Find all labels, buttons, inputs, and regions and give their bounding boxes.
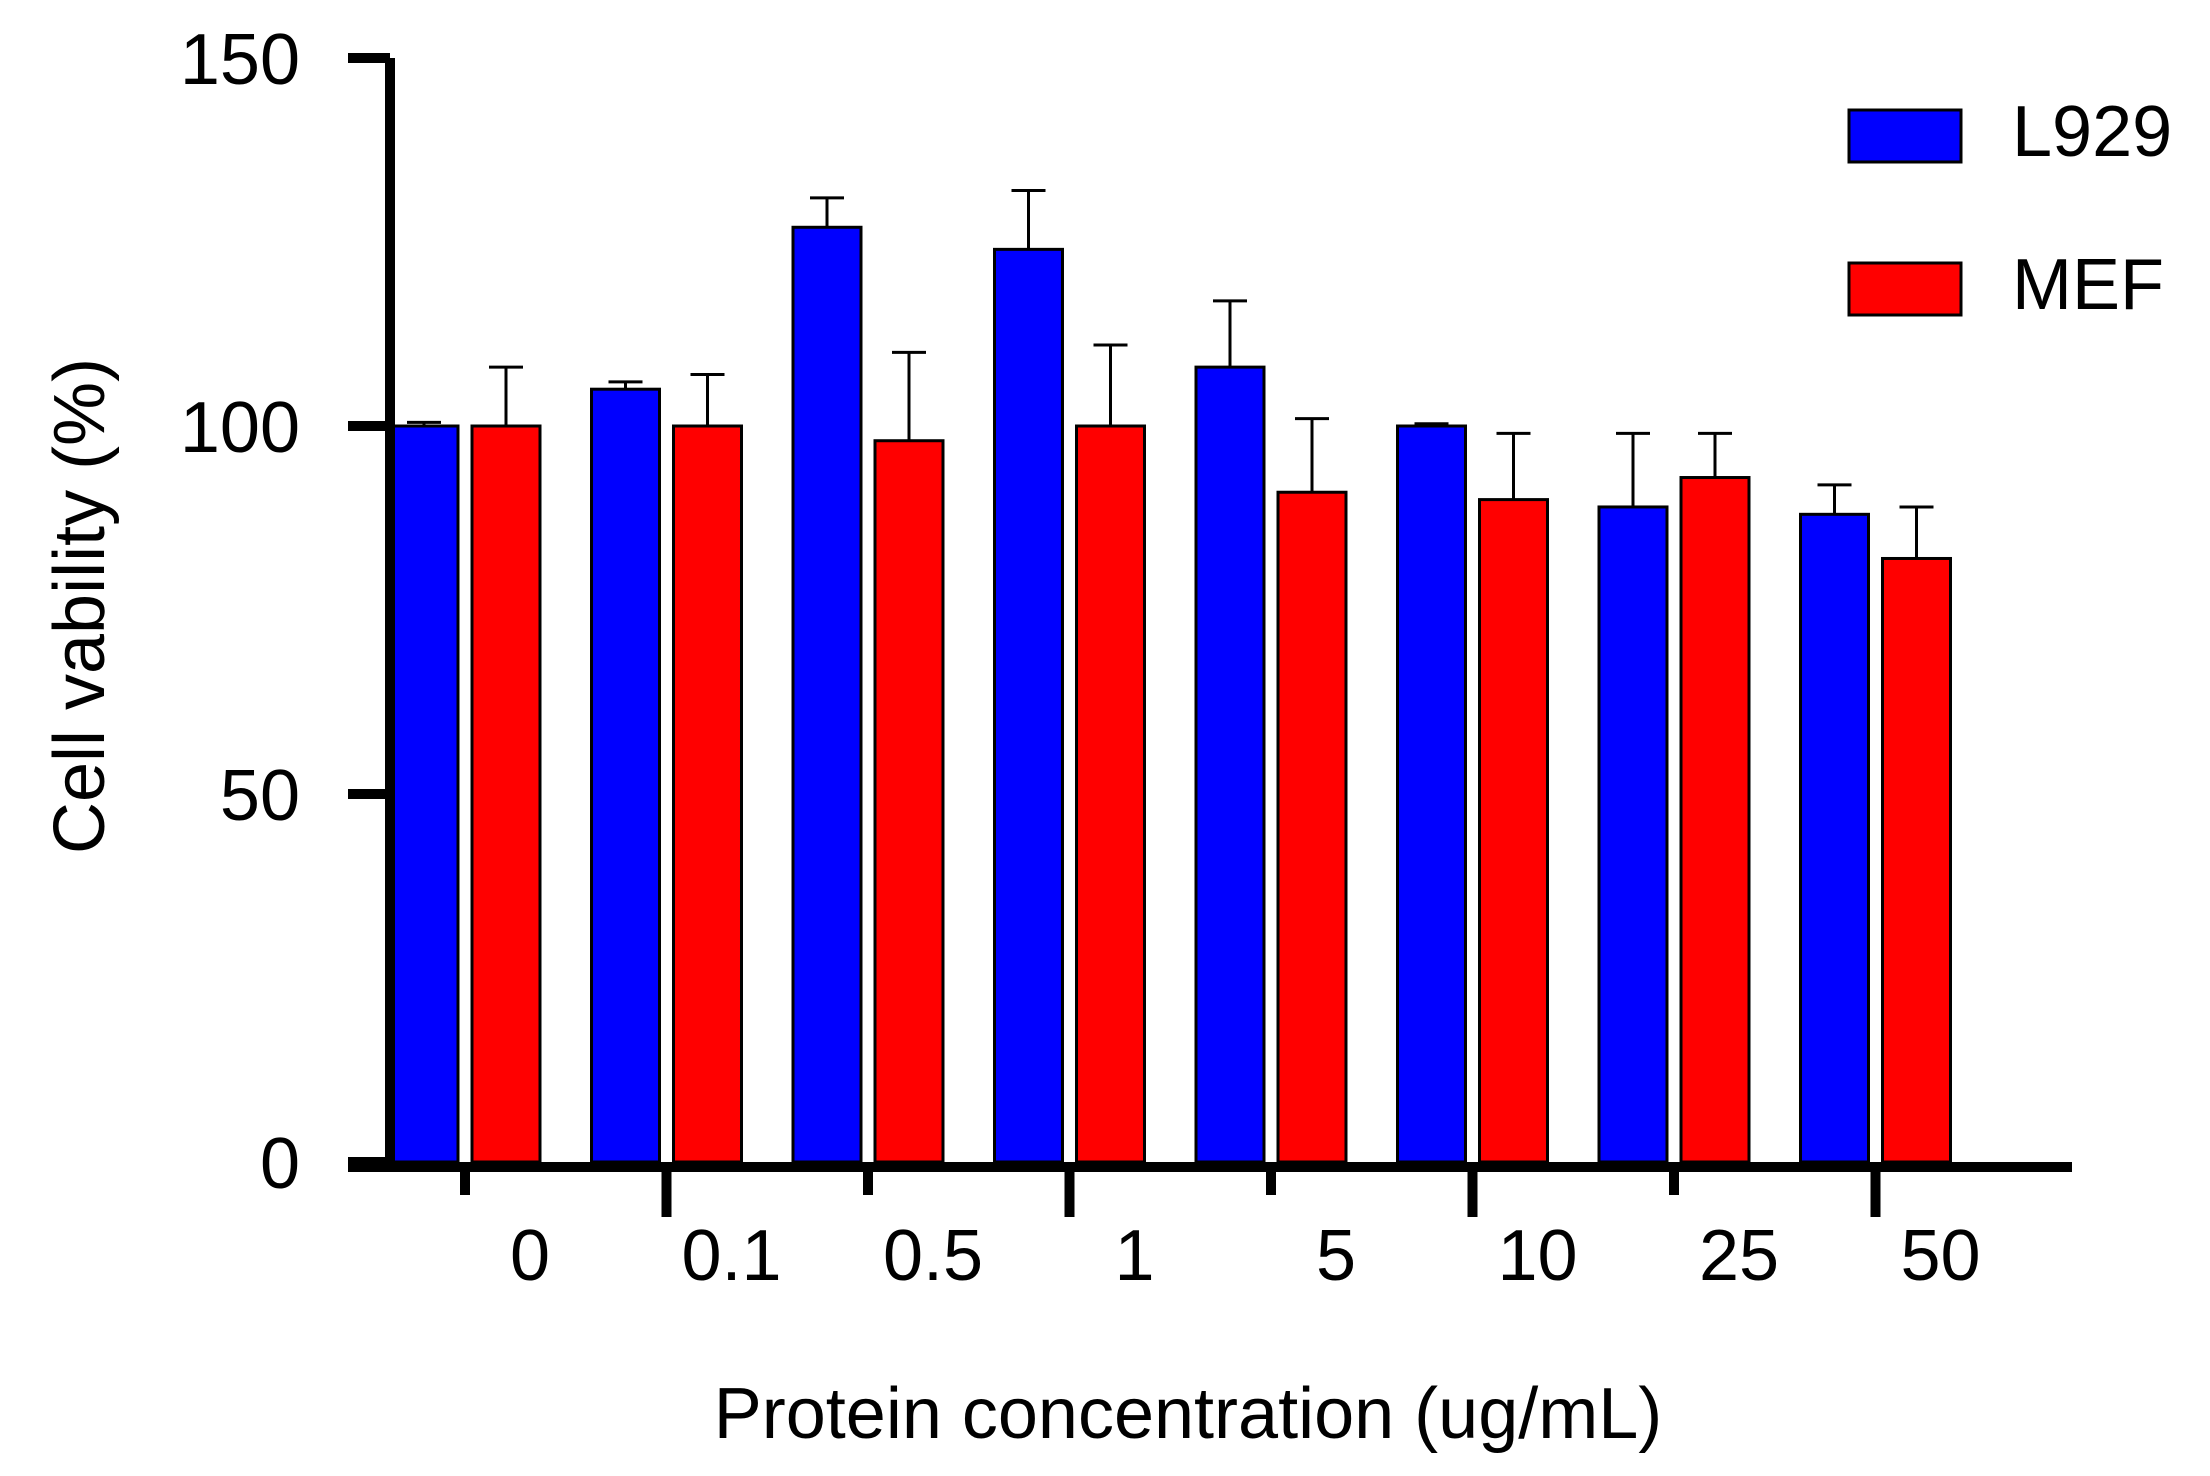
bar-l929-0.5 — [791, 225, 863, 1164]
bar-mef-5 — [1276, 490, 1348, 1164]
bar-mef-0 — [470, 424, 542, 1164]
x-axis-title: Protein concentration (ug/mL) — [714, 1374, 1662, 1454]
bar-mef-0.5 — [873, 439, 945, 1164]
x-tick-label-50: 50 — [1900, 1216, 1980, 1296]
bar-mef-10 — [1478, 498, 1549, 1164]
bar-mef-1 — [1075, 424, 1146, 1164]
axes-layer — [348, 58, 2072, 1172]
bar-mef-25 — [1679, 476, 1751, 1164]
bars-layer — [388, 188, 1952, 1164]
bar-l929-1 — [993, 247, 1064, 1164]
y-tick-label-150: 150 — [180, 20, 300, 100]
x-tick-label-0.5: 0.5 — [883, 1216, 983, 1296]
bar-l929-50 — [1799, 512, 1870, 1164]
x-tick-label-5: 5 — [1316, 1216, 1356, 1296]
x-tick-label-25: 25 — [1699, 1216, 1779, 1296]
y-axis-title: Cell vability (%) — [40, 358, 120, 854]
x-tick-label-0.1: 0.1 — [681, 1216, 781, 1296]
y-tick-label-100: 100 — [180, 388, 300, 468]
x-tick-label-1: 1 — [1114, 1216, 1154, 1296]
y-ticks: 0 50 100 150 — [180, 20, 390, 1204]
legend-label-mef: MEF — [2012, 245, 2164, 325]
bar-l929-0.1 — [590, 387, 661, 1164]
y-tick-label-50: 50 — [220, 756, 300, 836]
legend-swatch-mef — [1847, 261, 1963, 317]
bar-mef-0.1 — [672, 424, 743, 1164]
x-tick-label-10: 10 — [1497, 1216, 1577, 1296]
bar-l929-5 — [1194, 365, 1266, 1164]
bar-l929-25 — [1597, 505, 1669, 1164]
bar-mef-50 — [1881, 556, 1952, 1164]
bar-l929-10 — [1396, 424, 1467, 1164]
y-tick-label-0: 0 — [260, 1124, 300, 1204]
legend: L929 MEF — [1847, 92, 2172, 325]
bar-l929-0 — [388, 424, 460, 1164]
legend-swatch-l929 — [1847, 108, 1963, 164]
x-ticks: 0 0.1 0.5 1 5 10 25 50 — [460, 1167, 1981, 1296]
x-tick-label-0: 0 — [510, 1216, 550, 1296]
legend-label-l929: L929 — [2012, 92, 2172, 172]
